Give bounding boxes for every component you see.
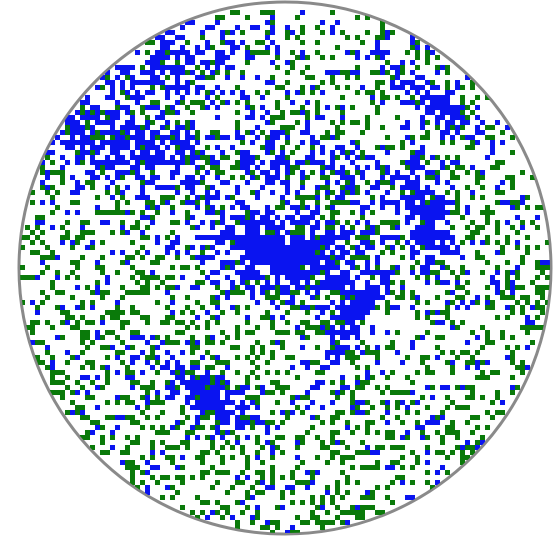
particle-view xyxy=(0,0,557,538)
page: (() => { JSON.parse(document.getElementB… xyxy=(0,0,557,538)
